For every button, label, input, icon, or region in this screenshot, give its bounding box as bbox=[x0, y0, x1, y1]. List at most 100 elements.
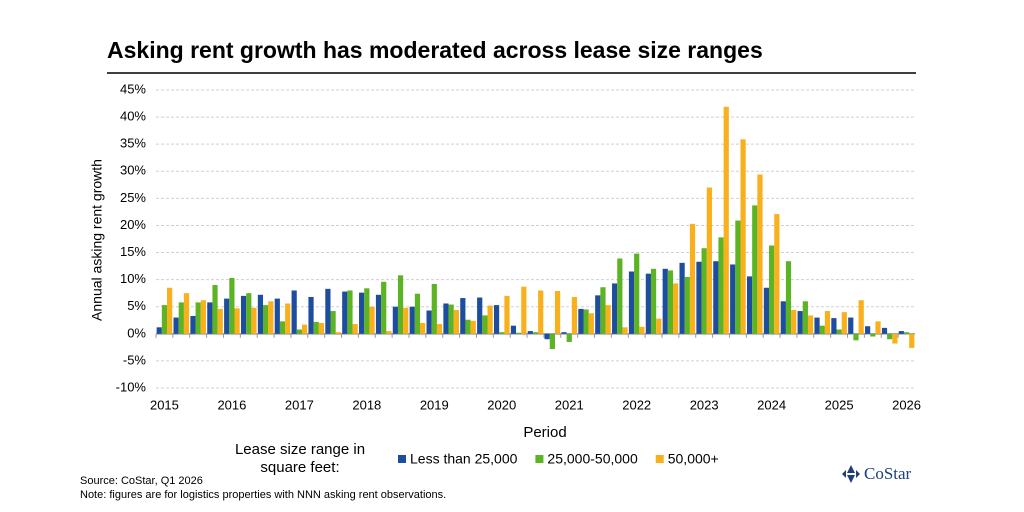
legend-swatch bbox=[535, 455, 544, 463]
bar bbox=[420, 322, 426, 334]
bar bbox=[156, 327, 162, 334]
bar bbox=[634, 253, 640, 334]
bar bbox=[173, 317, 179, 334]
bar bbox=[785, 261, 792, 334]
bar bbox=[746, 276, 753, 334]
bar bbox=[645, 273, 651, 334]
x-tick-label: 2016 bbox=[217, 397, 246, 412]
bar bbox=[443, 303, 449, 334]
bar bbox=[870, 333, 876, 337]
bar bbox=[274, 298, 280, 334]
bar bbox=[639, 326, 645, 334]
legend-label: 50,000+ bbox=[668, 451, 719, 467]
bar bbox=[696, 261, 702, 334]
bar bbox=[622, 327, 628, 334]
bar bbox=[583, 309, 589, 334]
y-axis-label: Annual asking rent growth bbox=[89, 159, 105, 321]
y-tick-label: 5% bbox=[127, 298, 146, 313]
chart-title: Asking rent growth has moderated across … bbox=[107, 37, 763, 63]
bar bbox=[301, 324, 308, 334]
bar bbox=[207, 302, 213, 334]
bar bbox=[706, 187, 712, 334]
bar bbox=[831, 318, 837, 334]
bar bbox=[263, 305, 269, 334]
y-tick-label: 10% bbox=[120, 271, 146, 286]
bar bbox=[595, 295, 601, 334]
legend-swatch bbox=[398, 455, 406, 463]
bar bbox=[887, 333, 893, 340]
bar bbox=[257, 294, 264, 334]
bar bbox=[460, 298, 466, 334]
bar bbox=[330, 311, 336, 334]
bar bbox=[448, 304, 454, 334]
bar bbox=[662, 268, 668, 334]
bar bbox=[667, 270, 674, 334]
bar bbox=[689, 223, 696, 334]
bar bbox=[713, 261, 719, 334]
bar bbox=[285, 303, 291, 334]
source: Source: CoStar, Q1 2026 bbox=[80, 475, 203, 487]
bar bbox=[167, 287, 173, 334]
bar bbox=[403, 307, 409, 334]
bar bbox=[291, 290, 297, 334]
bar bbox=[493, 305, 500, 334]
bar bbox=[628, 271, 635, 334]
bar bbox=[848, 317, 854, 334]
y-tick-label: 25% bbox=[120, 190, 146, 205]
bar bbox=[325, 288, 331, 334]
bar bbox=[892, 333, 898, 344]
bar bbox=[814, 317, 820, 334]
bar bbox=[612, 283, 618, 334]
bar bbox=[234, 308, 240, 334]
y-tick-label: -10% bbox=[116, 379, 147, 394]
bar bbox=[229, 278, 235, 334]
bar bbox=[195, 302, 201, 334]
bar bbox=[752, 205, 758, 334]
bar bbox=[853, 333, 859, 341]
bar bbox=[605, 305, 611, 334]
bar bbox=[375, 294, 382, 334]
logo-icon bbox=[842, 465, 860, 483]
bar bbox=[650, 268, 657, 334]
x-tick-label: 2020 bbox=[487, 397, 516, 412]
x-tick-label: 2025 bbox=[825, 397, 854, 412]
bar bbox=[875, 321, 881, 334]
y-tick-label: 0% bbox=[127, 325, 146, 340]
bar bbox=[757, 174, 763, 334]
legend-title: Lease size range in bbox=[235, 441, 365, 458]
bar bbox=[774, 214, 780, 334]
bar bbox=[807, 315, 814, 334]
bar bbox=[414, 293, 421, 334]
y-tick-label: 15% bbox=[120, 244, 146, 259]
bar bbox=[386, 331, 392, 334]
bar bbox=[190, 315, 196, 334]
bar bbox=[431, 283, 437, 334]
x-tick-label: 2017 bbox=[285, 397, 314, 412]
bar bbox=[178, 302, 184, 334]
bar bbox=[217, 308, 223, 334]
bar bbox=[296, 329, 302, 334]
bar bbox=[730, 264, 736, 334]
bar bbox=[858, 300, 864, 334]
bar bbox=[791, 309, 797, 334]
bar bbox=[251, 307, 257, 334]
x-tick-label: 2015 bbox=[150, 397, 179, 412]
bar bbox=[200, 300, 206, 334]
bar bbox=[359, 292, 365, 334]
bar bbox=[740, 139, 746, 334]
logo: CoStar bbox=[864, 464, 912, 483]
bar bbox=[841, 312, 847, 334]
x-tick-label: 2022 bbox=[622, 397, 651, 412]
bar bbox=[763, 287, 770, 334]
bar bbox=[352, 324, 358, 334]
bar bbox=[364, 288, 370, 334]
y-tick-label: 30% bbox=[120, 163, 146, 178]
legend-swatch bbox=[655, 455, 664, 463]
bar bbox=[268, 301, 274, 334]
bar bbox=[347, 290, 353, 334]
bar bbox=[780, 301, 786, 334]
bar bbox=[161, 305, 168, 334]
bar bbox=[397, 275, 404, 334]
y-tick-label: 35% bbox=[120, 136, 146, 151]
